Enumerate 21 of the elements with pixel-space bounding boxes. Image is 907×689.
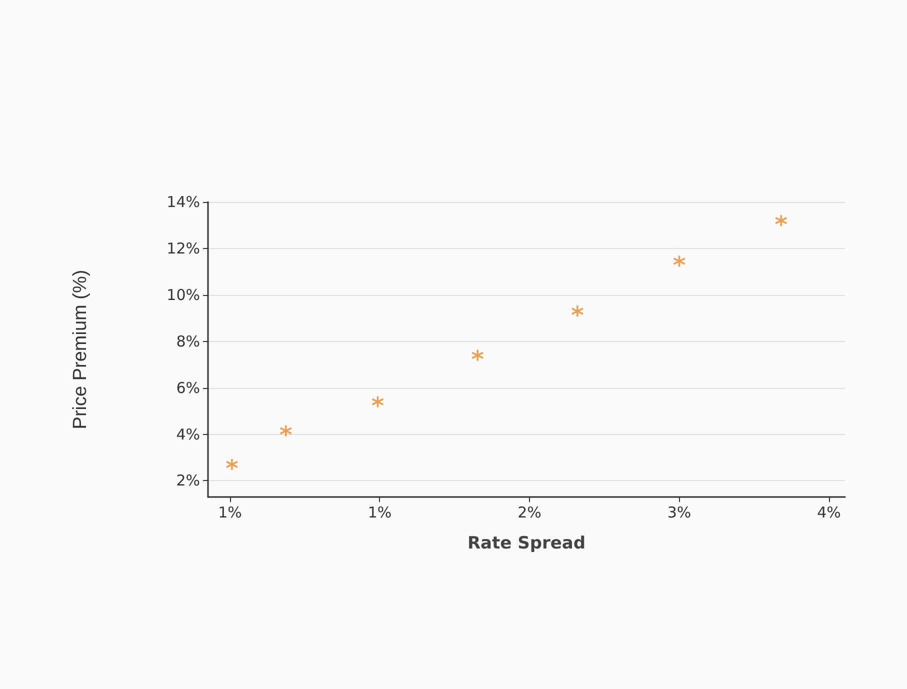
x-tick-label: 3% [667,504,692,522]
point [571,304,584,318]
point [279,424,292,438]
point [371,395,384,408]
point [226,458,238,471]
y-tick-label: 14% [166,193,200,211]
point [471,348,484,362]
x-tick-label: 2% [518,504,542,522]
x-axis-title: Rate Spread [467,534,586,554]
y-axis-title: Price Premium (%) [70,270,91,430]
x-tick-label: 1% [368,504,392,522]
x-tick-label: 1% [218,504,242,522]
y-tick-label: 8% [176,332,200,350]
y-tick-label: 2% [176,472,200,490]
y-tick-label: 10% [166,286,200,304]
y-tick-label: 4% [176,425,200,444]
point [672,254,686,268]
point [774,214,788,227]
y-tick-label: 6% [176,378,200,397]
x-tick-label: 4% [817,504,841,522]
y-tick-label: 12% [166,239,200,258]
